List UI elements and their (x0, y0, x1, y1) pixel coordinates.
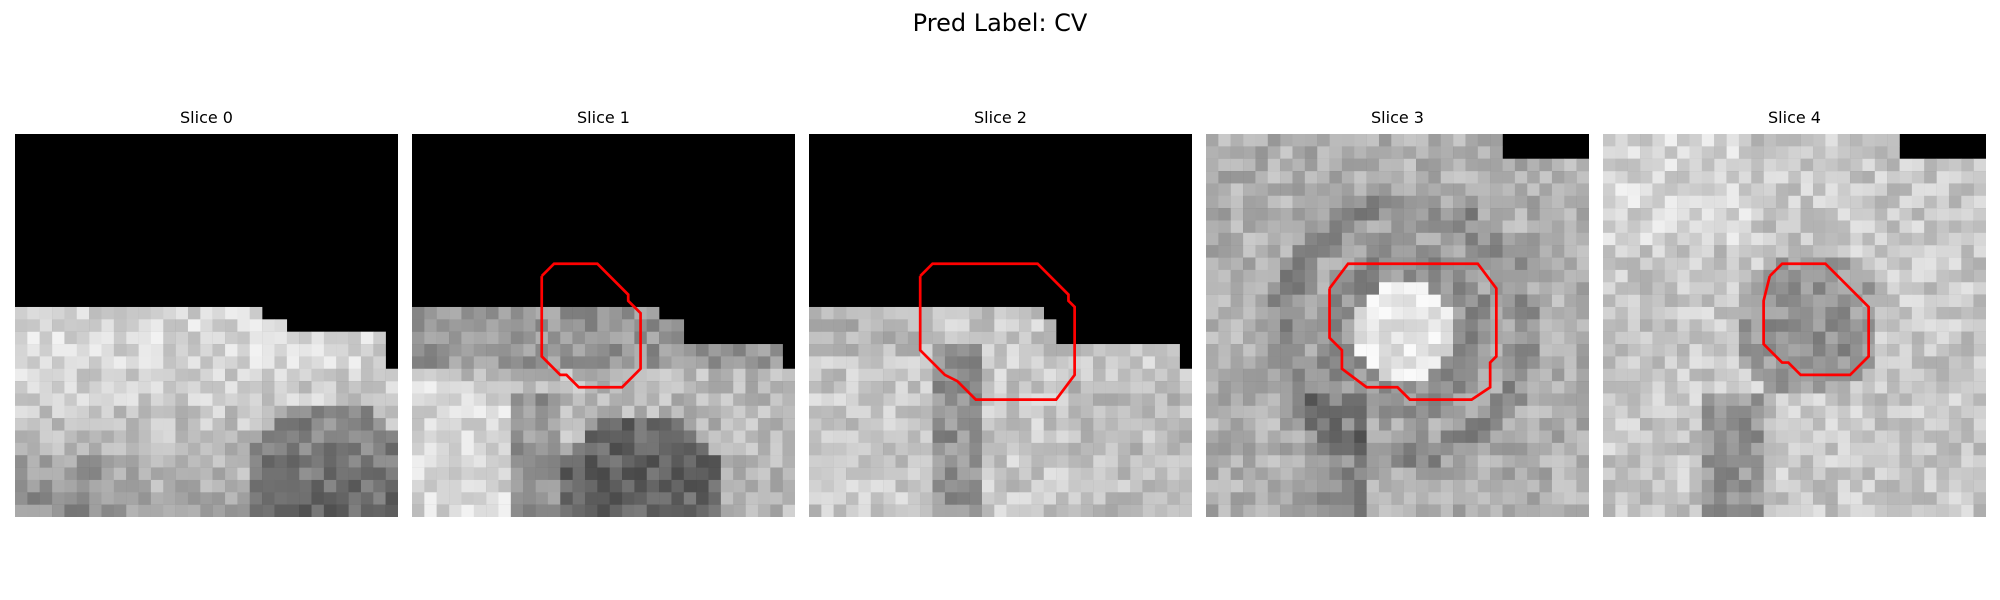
slice-image (1206, 134, 1589, 517)
slice-panel-4: Slice 4 (1603, 106, 1986, 517)
slice-title: Slice 1 (577, 108, 630, 127)
slice-image (15, 134, 398, 517)
slice-title: Slice 2 (974, 108, 1027, 127)
segmentation-contour (1762, 262, 1870, 377)
slice-panel-3: Slice 3 (1206, 106, 1589, 517)
slice-mri-image (15, 306, 398, 517)
slice-image (1603, 134, 1986, 517)
slice-title: Slice 3 (1371, 108, 1424, 127)
slice-panel-1: Slice 1 (412, 106, 795, 517)
slice-panel-2: Slice 2 (809, 106, 1192, 517)
slice-title: Slice 0 (180, 108, 233, 127)
slice-title: Slice 4 (1768, 108, 1821, 127)
slice-panel-0: Slice 0 (15, 106, 398, 517)
segmentation-contour (918, 262, 1076, 401)
slice-mri-image (1603, 134, 1986, 517)
segmentation-contour (540, 262, 642, 389)
slice-image (809, 134, 1192, 517)
segmentation-contour (1328, 262, 1498, 401)
figure-title: Pred Label: CV (912, 9, 1088, 37)
slice-mri-image (809, 262, 1192, 517)
slice-image (412, 134, 795, 517)
slice-mri-image (412, 262, 795, 517)
slice-mri-image (1206, 134, 1589, 517)
